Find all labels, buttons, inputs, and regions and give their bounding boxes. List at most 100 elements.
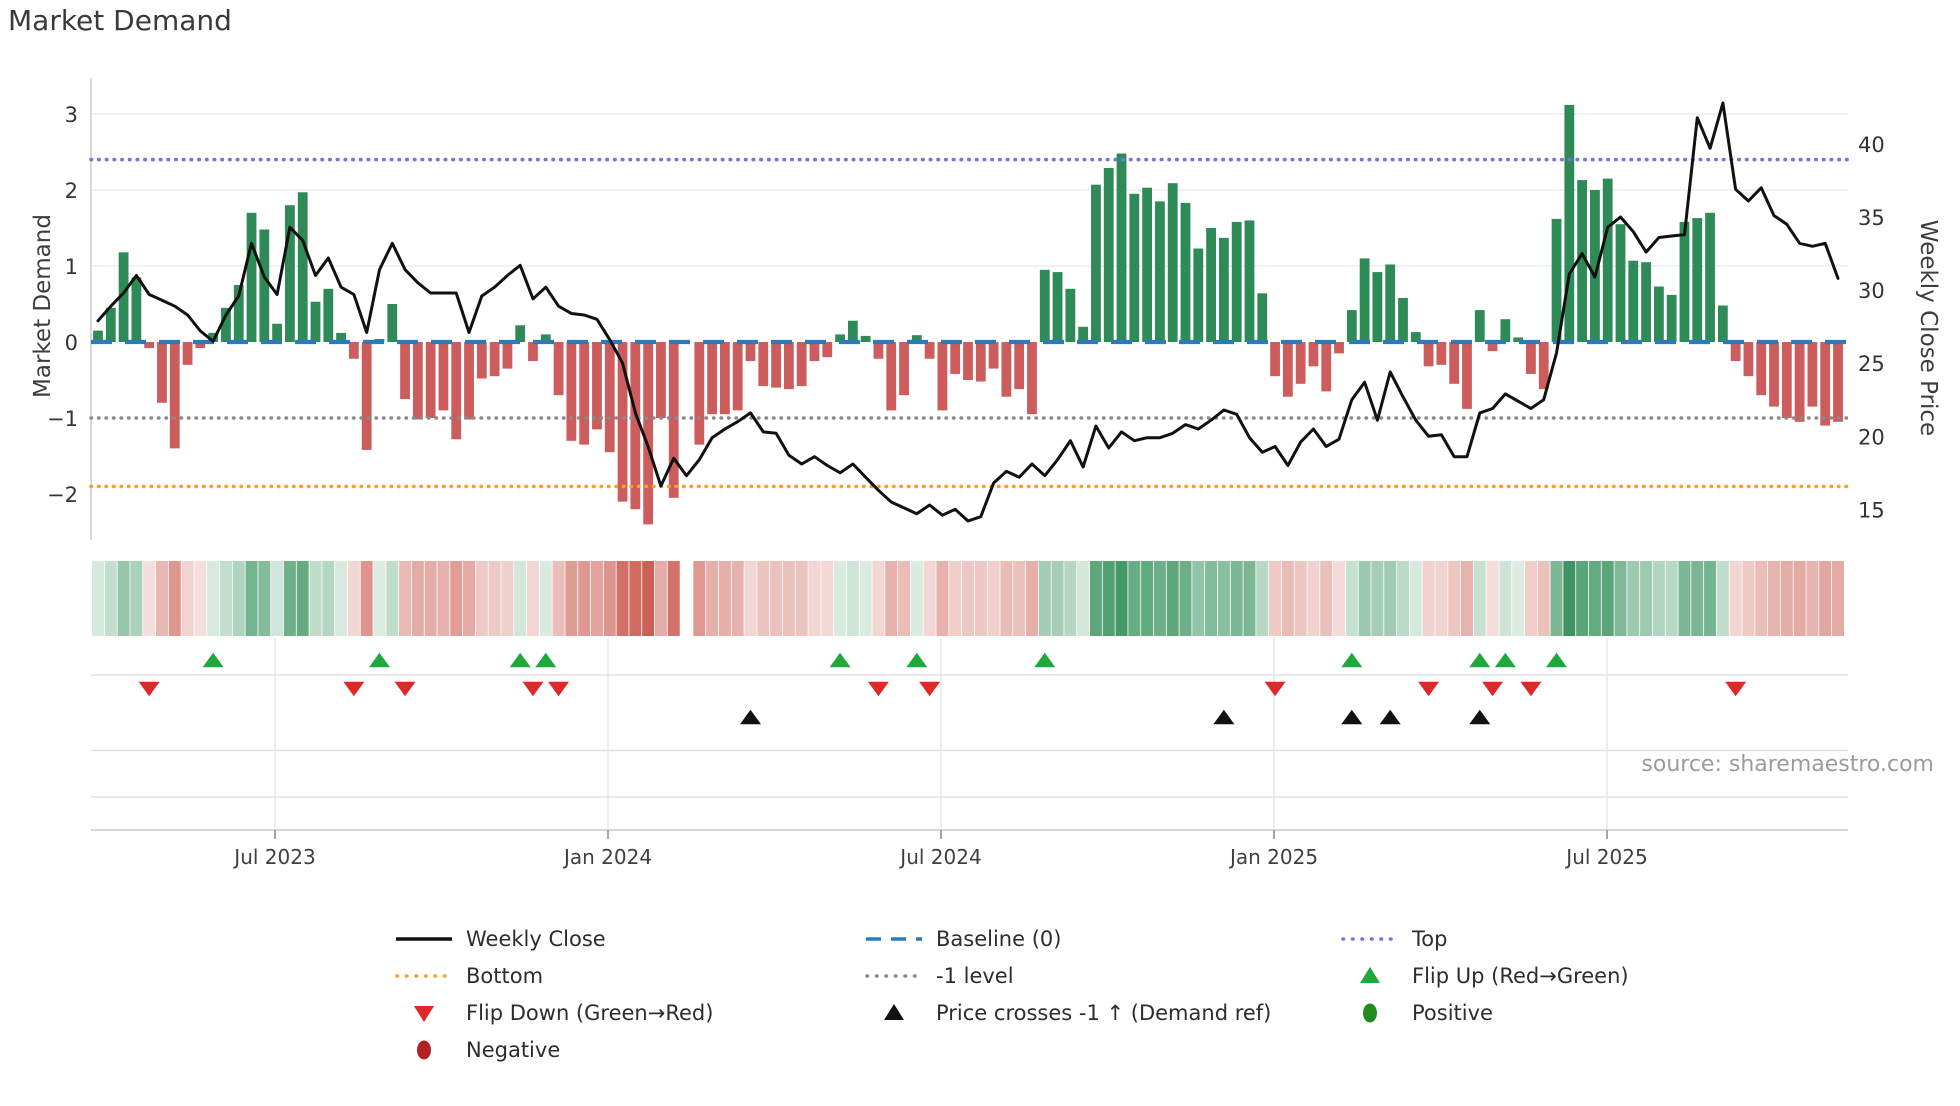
heatmap-cell [1281, 561, 1294, 636]
heatmap-cell [1435, 561, 1448, 636]
heatmap-cell [898, 561, 911, 636]
heatmap-cell [437, 561, 450, 636]
heatmap-cell [616, 561, 629, 636]
flip-up-marker [1034, 652, 1056, 668]
demand-bar-negative [1282, 342, 1293, 397]
heatmap-cell [411, 561, 424, 636]
heatmap-cell [1537, 561, 1550, 636]
heatmap-cell [1013, 561, 1026, 636]
heatmap-cell [1550, 561, 1563, 636]
left-axis-tick: 1 [65, 255, 78, 279]
heatmap-cell [1064, 561, 1077, 636]
heatmap-cell [1192, 561, 1205, 636]
demand-bar-negative [195, 342, 206, 349]
heatmap-cell [1205, 561, 1218, 636]
demand-bar-positive [221, 307, 231, 342]
demand-bar-positive [131, 277, 142, 342]
heatmap-cell [1473, 561, 1486, 636]
heatmap-cell [1742, 561, 1755, 636]
heatmap-cell [1768, 561, 1781, 636]
heatmap-cell [795, 561, 808, 636]
demand-bar-negative [975, 342, 986, 382]
demand-bar-positive [1155, 201, 1165, 342]
demand-bar-negative [144, 342, 155, 349]
demand-bar-negative [924, 342, 935, 359]
demand-bar-negative [361, 342, 372, 450]
demand-bar-negative [348, 342, 359, 359]
demand-bar-negative [604, 342, 615, 453]
heatmap-cell [936, 561, 949, 636]
right-axis-tick: 40 [1858, 133, 1885, 157]
legend-label: -1 level [936, 964, 1014, 988]
heatmap-cell [1524, 561, 1537, 636]
demand-bar-negative [617, 342, 628, 502]
demand-bar-positive [285, 205, 295, 342]
demand-bar-negative [1308, 342, 1319, 367]
flip-down-marker [1418, 681, 1440, 697]
demand-bar-negative [438, 342, 449, 411]
legend-label: Top [1412, 927, 1448, 951]
demand-bar-negative [668, 342, 679, 498]
heatmap-cell [143, 561, 156, 636]
demand-bar-positive [1142, 187, 1153, 342]
legend-item-flip-down-green-red: Flip Down (Green→Red) [392, 999, 713, 1027]
heatmap-cell [910, 561, 923, 636]
flip-down-marker [1725, 681, 1747, 697]
heatmap-cell [859, 561, 872, 636]
heatmap-cell [770, 561, 783, 636]
heatmap-cell [1678, 561, 1691, 636]
demand-bar-negative [579, 342, 590, 445]
demand-bar-positive [1564, 104, 1575, 342]
price-cross-marker [740, 709, 761, 725]
heatmap-cell [1294, 561, 1307, 636]
legend-label: Price crosses -1 ↑ (Demand ref) [936, 1001, 1272, 1025]
heatmap-cell [1409, 561, 1422, 636]
heatmap-cell [885, 561, 898, 636]
heatmap-cell [1716, 561, 1729, 636]
right-axis-tick: 15 [1858, 498, 1885, 522]
demand-bar-negative [1807, 342, 1818, 407]
flip-down-marker [548, 681, 570, 697]
heatmap-cell [1051, 561, 1064, 636]
demand-bar-positive [1129, 193, 1140, 342]
demand-bar-negative [809, 342, 820, 361]
heatmap-cell [782, 561, 795, 636]
legend-item-price-crosses-1-demand-ref: Price crosses -1 ↑ (Demand ref) [862, 999, 1271, 1027]
demand-bar-positive [246, 212, 257, 342]
flip-down-marker [1520, 681, 1542, 697]
demand-bar-positive [1231, 221, 1242, 342]
demand-bar-negative [745, 342, 756, 361]
demand-bar-positive [1346, 310, 1357, 342]
flip-up-marker [906, 652, 928, 668]
heatmap-cell [821, 561, 834, 636]
heatmap-cell [335, 561, 348, 636]
legend-item-bottom: Bottom [392, 962, 543, 990]
heatmap-cell [283, 561, 296, 636]
heatmap-cell [1832, 561, 1844, 636]
heatmap-cell [373, 561, 386, 636]
heatmap-cell [962, 561, 974, 636]
heatmap-cell [757, 561, 770, 636]
heatmap-cell [1460, 561, 1473, 636]
demand-bar-negative [758, 342, 769, 387]
flip-down-marker [343, 681, 365, 697]
heatmap-cell [309, 561, 322, 636]
heatmap-cell [245, 561, 258, 636]
demand-bar-positive [1167, 183, 1178, 342]
heatmap-cell [1371, 561, 1384, 636]
x-axis-tick-label: Jul 2024 [898, 845, 981, 869]
legend-label: Flip Down (Green→Red) [466, 1001, 714, 1025]
flip-up-marker [1469, 652, 1491, 668]
heatmap-cell [1563, 561, 1576, 636]
demand-bar-negative [707, 342, 718, 415]
demand-bar-negative [489, 342, 500, 377]
triangle-down-icon [414, 1006, 434, 1022]
legend-item-positive: Positive [1338, 999, 1493, 1027]
demand-bar-positive [1653, 286, 1664, 342]
demand-bar-positive [1078, 326, 1089, 342]
heatmap-cell [1627, 561, 1640, 636]
demand-bar-negative [1526, 342, 1536, 374]
demand-bar-negative [400, 342, 410, 399]
heatmap-cell [1704, 561, 1717, 636]
